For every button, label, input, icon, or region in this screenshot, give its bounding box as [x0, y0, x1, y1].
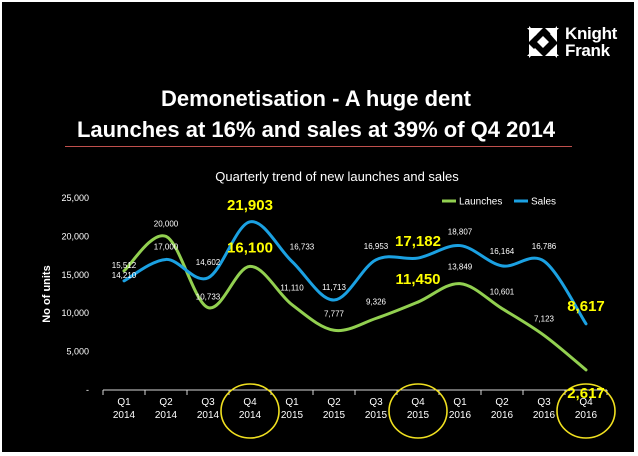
- x-tick-label-year: 2014: [155, 410, 178, 421]
- highlight-circle: [220, 383, 280, 439]
- launches-data-label: 7,777: [324, 309, 345, 318]
- sales-data-label: 11,713: [322, 283, 346, 292]
- launches-data-label: 11,450: [395, 271, 440, 288]
- slide-background: Knight Frank: [2, 2, 634, 452]
- sales-data-label: 14,210: [112, 271, 137, 280]
- launches-data-label: 2,617: [567, 385, 605, 402]
- logo-text-line2: Frank: [565, 41, 610, 60]
- sales-data-label: 8,617: [567, 298, 605, 315]
- x-tick-label-quarter: Q4: [411, 397, 425, 408]
- x-tick-label-quarter: Q2: [159, 397, 173, 408]
- launches-data-label: 20,000: [154, 219, 179, 228]
- launches-data-label: 10,601: [490, 288, 515, 297]
- y-tick-label: 25,000: [61, 193, 89, 203]
- sales-data-label: 16,786: [532, 242, 557, 251]
- sales-data-label: 21,903: [227, 197, 273, 214]
- x-tick-label-quarter: Q3: [369, 397, 383, 408]
- sales-data-label: 16,953: [364, 242, 389, 251]
- y-tick-label: -: [86, 385, 89, 395]
- x-tick-label-quarter: Q4: [579, 397, 593, 408]
- launches-line: [122, 234, 588, 372]
- x-tick-label-year: 2014: [239, 410, 262, 421]
- slide-title-line1: Demonetisation - A huge dent: [160, 86, 472, 111]
- chart-title: Quarterly trend of new launches and sale…: [215, 169, 459, 184]
- x-tick-label-year: 2015: [323, 410, 346, 421]
- x-tick-label-year: 2016: [575, 410, 598, 421]
- title-divider: [65, 146, 572, 147]
- highlight-circle: [388, 383, 448, 439]
- launches-data-label: 15,512: [112, 261, 137, 270]
- legend-launches-label: Launches: [459, 197, 502, 208]
- legend-sales-label: Sales: [531, 197, 556, 208]
- x-tick-label-year: 2015: [365, 410, 388, 421]
- logo-text-line1: Knight: [565, 24, 618, 43]
- knight-frank-logo: Knight Frank: [525, 24, 617, 60]
- sales-data-label: 18,807: [448, 228, 473, 237]
- x-tick-label-quarter: Q2: [495, 397, 509, 408]
- logo-mark-icon: [527, 26, 559, 58]
- x-tick-label-year: 2015: [281, 410, 304, 421]
- sales-data-label: 16,733: [290, 242, 315, 251]
- launches-data-label: 16,100: [227, 239, 273, 256]
- launches-data-label: 13,849: [448, 263, 473, 272]
- x-tick-label-quarter: Q2: [327, 397, 341, 408]
- launches-data-label: 9,326: [366, 297, 387, 306]
- x-tick-label-year: 2014: [197, 410, 220, 421]
- y-tick-label: 10,000: [61, 308, 89, 318]
- x-tick-label-year: 2016: [491, 410, 514, 421]
- x-tick-label-quarter: Q1: [117, 397, 131, 408]
- sales-data-label: 14,602: [196, 258, 221, 267]
- x-tick-label-year: 2015: [407, 410, 430, 421]
- sales-line: [122, 220, 588, 326]
- x-tick-label-year: 2016: [533, 410, 556, 421]
- sales-data-label: 17,182: [395, 233, 441, 250]
- launches-data-label: 7,123: [534, 314, 555, 323]
- sales-data-label: 17,000: [154, 242, 179, 251]
- x-tick-label-quarter: Q3: [201, 397, 215, 408]
- sales-data-label: 16,164: [490, 247, 515, 256]
- x-tick-label-year: 2014: [113, 410, 136, 421]
- y-tick-label: 15,000: [61, 270, 89, 280]
- launches-data-label: 11,110: [280, 284, 304, 293]
- x-tick-label-year: 2016: [449, 410, 472, 421]
- x-tick-label-quarter: Q3: [537, 397, 551, 408]
- slide-title-line2: Launches at 16% and sales at 39% of Q4 2…: [76, 117, 556, 142]
- highlight-circle: [556, 383, 616, 439]
- launches-data-label: 10,733: [196, 293, 221, 302]
- y-tick-label: 5,000: [66, 347, 89, 357]
- y-tick-label: 20,000: [61, 231, 89, 241]
- x-tick-label-quarter: Q4: [243, 397, 257, 408]
- x-tick-label-quarter: Q1: [453, 397, 467, 408]
- x-tick-label-quarter: Q1: [285, 397, 299, 408]
- y-axis-title: No of units: [41, 265, 53, 322]
